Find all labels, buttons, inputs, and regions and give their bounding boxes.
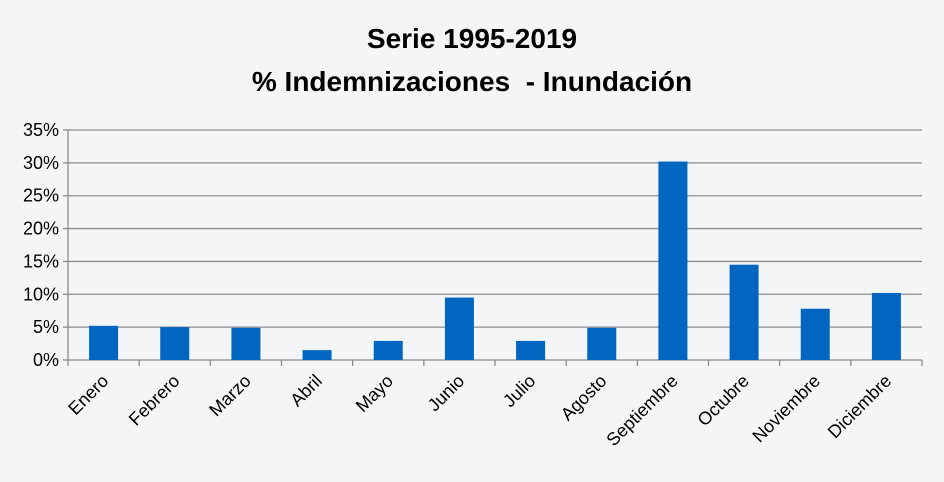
bars — [89, 161, 901, 360]
y-tick-label: 5% — [33, 317, 59, 337]
y-tick-labels: 0% 5% 10% 15% 20% 25% 30% 35% — [23, 120, 59, 370]
x-tick-labels: Enero Febrero Marzo Abril Mayo Junio Julio Agos… — [64, 371, 895, 450]
bar-enero — [89, 325, 119, 360]
x-tick-label: Noviembre — [748, 371, 824, 447]
bar-agosto — [587, 327, 617, 360]
y-tick-label: 15% — [23, 251, 59, 271]
bar-febrero — [160, 327, 190, 360]
x-tick-label: Marzo — [205, 371, 255, 421]
x-tick-label: Abril — [286, 371, 326, 411]
x-tick-label: Octubre — [693, 371, 752, 430]
bar-noviembre — [800, 308, 830, 360]
y-tick-label: 10% — [23, 284, 59, 304]
bar-julio — [516, 340, 546, 360]
x-tick-label: Febrero — [125, 371, 184, 430]
bar-octubre — [729, 264, 759, 360]
chart-subtitle: % Indemnizaciones - Inundación — [252, 66, 692, 97]
x-tick-label: Julio — [499, 371, 539, 411]
y-tick-label: 25% — [23, 186, 59, 206]
chart-title: Serie 1995-2019 — [367, 23, 577, 54]
x-tick-label: Mayo — [352, 371, 397, 416]
x-tick-label: Agosto — [557, 371, 611, 425]
x-tick-label: Septiembre — [603, 371, 682, 450]
gridlines — [68, 129, 922, 328]
bar-junio — [444, 297, 474, 360]
bar-septiembre — [658, 161, 688, 360]
bar-diciembre — [871, 292, 901, 360]
x-tick-label: Diciembre — [824, 371, 895, 442]
y-tick-label: 30% — [23, 153, 59, 173]
bar-marzo — [231, 327, 261, 360]
x-tick-label: Junio — [424, 371, 469, 416]
bar-abril — [302, 350, 332, 360]
x-tick-label: Enero — [64, 371, 112, 419]
y-tick-label: 35% — [23, 120, 59, 140]
bar-mayo — [373, 340, 403, 360]
axes — [63, 129, 923, 366]
y-tick-label: 20% — [23, 219, 59, 239]
y-tick-label: 0% — [33, 350, 59, 370]
